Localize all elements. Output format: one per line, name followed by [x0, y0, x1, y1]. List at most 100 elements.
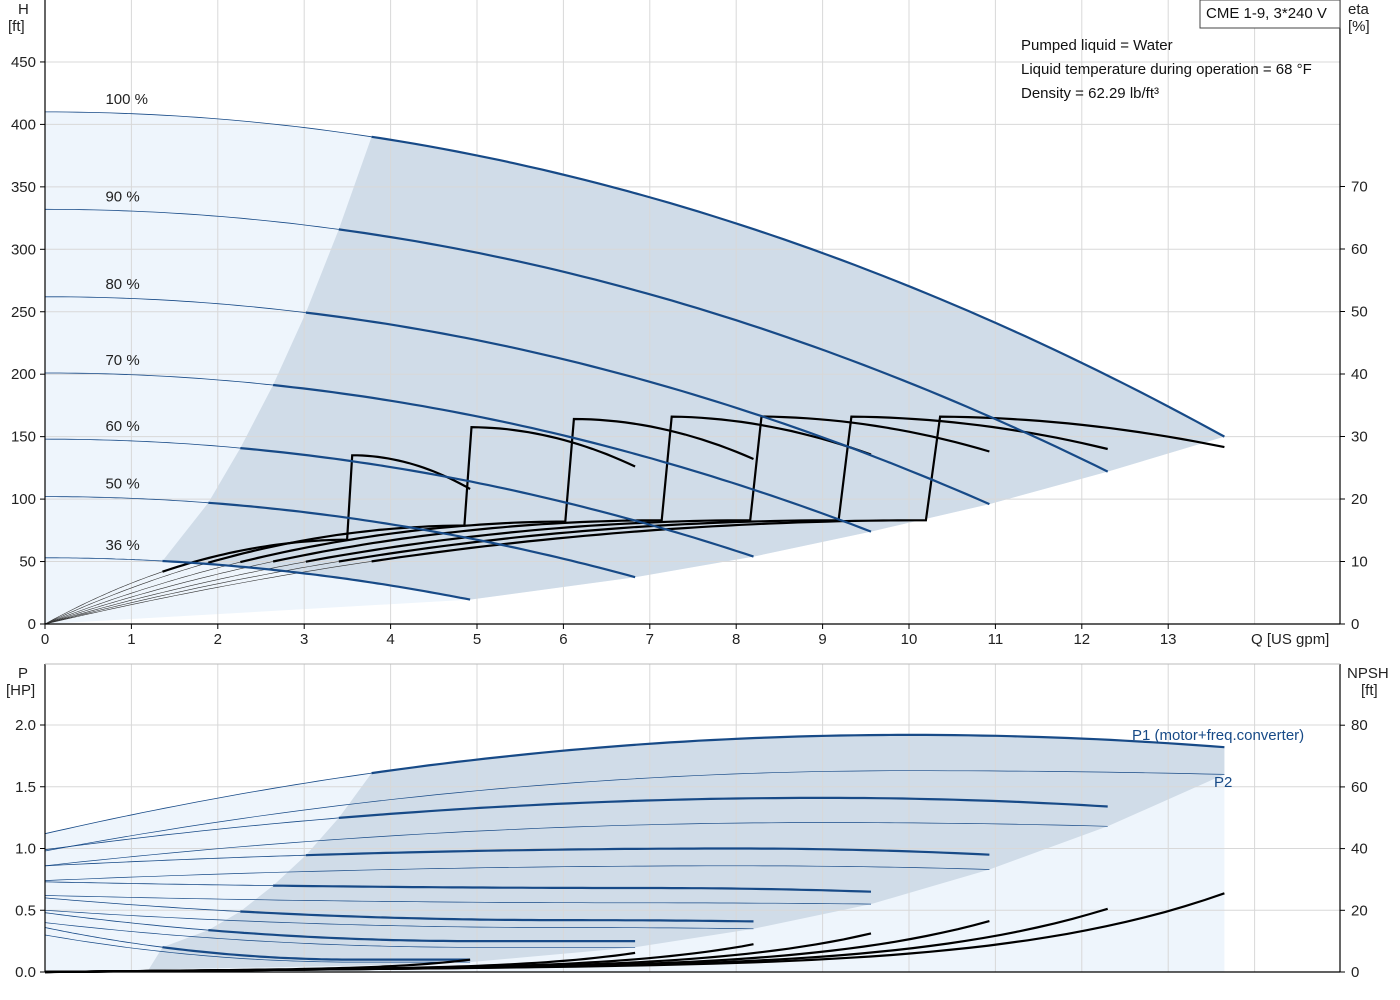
p1-extension-5	[44, 912, 209, 931]
y2-axis-label-npsh-unit: [ft]	[1361, 682, 1378, 699]
p1-curve-2	[305, 847, 990, 857]
y-tick-label: 300	[11, 241, 36, 258]
npsh-curves	[44, 892, 1225, 974]
p2-curves	[44, 770, 1225, 963]
y2-tick-label: 20	[1351, 491, 1368, 508]
p2-curve-4	[44, 909, 754, 930]
model-title: CME 1-9, 3*240 V	[1206, 5, 1327, 22]
eta-curve-4	[240, 417, 754, 564]
x-axis-label: Q [US gpm]	[1251, 631, 1329, 648]
y-tick-label: 200	[11, 366, 36, 383]
speed-label-3: 70 %	[105, 352, 139, 369]
eta-curve-6	[162, 454, 471, 573]
y2-tick-label: 50	[1351, 304, 1368, 321]
npsh-curve-6	[44, 958, 471, 974]
head-extension-1	[44, 208, 339, 230]
eta-curve-3	[272, 415, 872, 563]
p1-extension-4	[44, 897, 241, 912]
info-density: Density = 62.29 lb/ft³	[1021, 85, 1159, 102]
npsh-tick-label: 20	[1351, 902, 1368, 919]
p1-curves	[162, 733, 1225, 961]
power-npsh-panel: 0.0 0.5 1.0 1.5 2.0 0 20 40 60 80	[15, 663, 1368, 981]
head-tick-labels: 0501001502002503003504004500102030405060…	[11, 54, 1368, 648]
y-tick-label: 400	[11, 116, 36, 133]
x-tick-label: 5	[473, 631, 481, 648]
npsh-tick-label: 60	[1351, 779, 1368, 796]
head-curve-3	[272, 383, 872, 533]
p2-curve-2	[44, 865, 990, 881]
npsh-tick-label: 40	[1351, 841, 1368, 858]
head-efficiency-panel: 0501001502002503003504004500102030405060…	[11, 0, 1368, 648]
y2-tick-label: 30	[1351, 429, 1368, 446]
info-temperature: Liquid temperature during operation = 68…	[1021, 61, 1312, 78]
x-tick-label: 11	[988, 631, 1004, 648]
eta-extension-1	[44, 561, 339, 625]
eta-extension-5	[44, 562, 209, 625]
power-axes	[44, 663, 1341, 973]
p1-curve-6	[162, 946, 471, 961]
speed-label-1: 90 %	[105, 188, 139, 205]
y-tick-label: 0	[28, 616, 36, 633]
p2-curve-5	[44, 922, 636, 948]
speed-labels: 100 % 90 % 80 % 70 % 60 % 50 % 36 %	[105, 91, 148, 554]
x-tick-label: 4	[386, 631, 394, 648]
y-tick-label: 100	[11, 491, 36, 508]
info-liquid: Pumped liquid = Water	[1021, 37, 1173, 54]
p-tick-label: 0.0	[15, 964, 36, 981]
y-axis-label-p-unit: [HP]	[6, 682, 35, 699]
head-curve-0	[371, 135, 1225, 438]
eta-extension-4	[44, 561, 241, 625]
head-extension-0	[45, 111, 372, 138]
p1-curve-4	[240, 910, 754, 923]
y-tick-label: 150	[11, 429, 36, 446]
p2-series-label: P2	[1214, 774, 1232, 791]
head-extension-curves	[44, 111, 372, 562]
p1-curve-5	[208, 929, 636, 943]
p1-extension-6	[44, 927, 163, 948]
efficiency-curves	[162, 415, 1225, 573]
power-tick-labels: 0.0 0.5 1.0 1.5 2.0 0 20 40 60 80	[15, 717, 1368, 981]
p-tick-label: 1.5	[15, 779, 36, 796]
y2-tick-label: 60	[1351, 241, 1368, 258]
eta-curve-1	[338, 415, 1108, 563]
y2-tick-label: 70	[1351, 179, 1368, 196]
y2-axis-label-eta-unit: [%]	[1348, 18, 1370, 35]
head-extension-2	[45, 296, 306, 313]
p1-series-label: P1 (motor+freq.converter)	[1132, 727, 1304, 744]
y2-axis-label-npsh: NPSH	[1347, 665, 1389, 682]
speed-label-6: 36 %	[105, 537, 139, 554]
eta-extension-6	[44, 571, 163, 625]
head-curve-5	[208, 501, 636, 579]
p1-extension-3	[44, 881, 274, 886]
x-tick-label: 6	[559, 631, 567, 648]
speed-label-2: 80 %	[105, 276, 139, 293]
x-tick-label: 12	[1073, 631, 1090, 648]
y-axis-label-p: P	[18, 665, 28, 682]
x-tick-label: 7	[646, 631, 654, 648]
p2-curve-3	[44, 895, 872, 905]
x-tick-label: 1	[127, 631, 135, 648]
y-axis-label-h: H	[18, 1, 29, 18]
x-tick-label: 2	[214, 631, 222, 648]
x-tick-label: 3	[300, 631, 308, 648]
p2-curve-1	[44, 822, 1108, 867]
speed-label-4: 60 %	[105, 418, 139, 435]
eta-curve-2	[305, 415, 990, 563]
eta-extension-3	[44, 561, 274, 625]
p1-curve-3	[273, 884, 872, 893]
y2-tick-label: 10	[1351, 554, 1368, 571]
head-extension-5	[45, 496, 209, 504]
power-operating-shading	[45, 734, 1225, 972]
p-tick-label: 1.0	[15, 841, 36, 858]
eta-extension-0	[44, 561, 372, 625]
speed-label-0: 100 %	[105, 91, 148, 108]
npsh-tick-label: 80	[1351, 717, 1368, 734]
p1-extension-curves	[44, 772, 372, 948]
x-tick-label: 13	[1160, 631, 1177, 648]
p2-curve-0	[44, 770, 1225, 852]
speed-label-5: 50 %	[105, 476, 139, 493]
p1-curve-0	[371, 733, 1225, 775]
y-tick-label: 350	[11, 179, 36, 196]
power-dark-region	[148, 734, 1225, 970]
